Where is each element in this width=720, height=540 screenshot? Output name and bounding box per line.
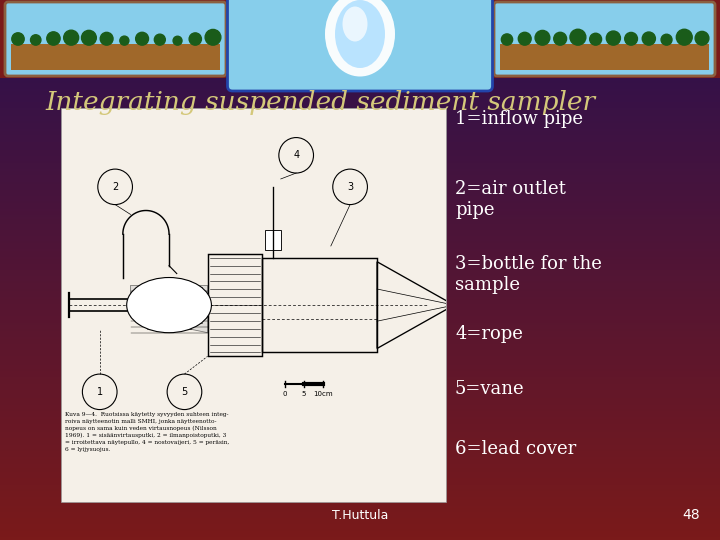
Text: 4: 4 <box>293 150 300 160</box>
Text: 3=bottle for the
sample: 3=bottle for the sample <box>455 255 602 294</box>
Circle shape <box>48 36 58 45</box>
Text: 2: 2 <box>112 182 118 192</box>
Text: 5: 5 <box>181 387 188 397</box>
Circle shape <box>500 31 514 45</box>
Circle shape <box>536 32 549 45</box>
Circle shape <box>206 31 220 45</box>
Text: Kuva 9—4.  Ruotsissa käytetty syvyyden suhteen integ-
roiva näytteenotin malli S: Kuva 9—4. Ruotsissa käytetty syvyyden su… <box>65 411 230 453</box>
Bar <box>500 44 709 70</box>
Circle shape <box>65 32 78 45</box>
Circle shape <box>82 32 96 45</box>
Text: 4=rope: 4=rope <box>455 325 523 343</box>
Circle shape <box>155 36 165 45</box>
Text: 1=inflow pipe: 1=inflow pipe <box>455 110 583 128</box>
Bar <box>207 254 261 356</box>
Bar <box>261 258 377 353</box>
Text: 3: 3 <box>347 182 354 192</box>
Polygon shape <box>130 285 207 333</box>
Ellipse shape <box>127 278 212 333</box>
Circle shape <box>31 36 40 45</box>
Circle shape <box>99 31 114 45</box>
Bar <box>61 108 446 502</box>
Text: 0: 0 <box>282 391 287 397</box>
Text: Integrating suspended sediment sampler: Integrating suspended sediment sampler <box>45 90 595 115</box>
Circle shape <box>571 31 585 45</box>
Text: 2=air outlet
pipe: 2=air outlet pipe <box>455 180 566 219</box>
Circle shape <box>189 32 202 45</box>
Circle shape <box>12 33 24 45</box>
Circle shape <box>609 36 618 45</box>
Circle shape <box>641 30 657 45</box>
Text: 10cm: 10cm <box>313 391 333 397</box>
Circle shape <box>117 29 132 45</box>
Circle shape <box>553 31 567 45</box>
Text: 6=lead cover: 6=lead cover <box>455 440 576 458</box>
Ellipse shape <box>325 0 395 77</box>
Text: 5=vane: 5=vane <box>455 380 525 398</box>
Text: 48: 48 <box>683 508 700 522</box>
Bar <box>266 230 281 250</box>
Circle shape <box>662 37 671 45</box>
FancyBboxPatch shape <box>228 0 492 91</box>
Text: 1: 1 <box>96 387 103 397</box>
Ellipse shape <box>343 6 367 42</box>
Circle shape <box>590 35 601 45</box>
Ellipse shape <box>335 0 385 68</box>
Circle shape <box>680 36 689 45</box>
Text: T.Huttula: T.Huttula <box>332 509 388 522</box>
Bar <box>135 293 150 317</box>
Bar <box>0 0 720 78</box>
FancyBboxPatch shape <box>5 2 226 76</box>
Bar <box>11 44 220 70</box>
Circle shape <box>171 32 184 45</box>
Circle shape <box>135 31 149 45</box>
Circle shape <box>627 37 635 45</box>
Circle shape <box>696 33 708 45</box>
Text: 5: 5 <box>302 391 306 397</box>
Circle shape <box>518 32 531 45</box>
FancyBboxPatch shape <box>494 2 715 76</box>
